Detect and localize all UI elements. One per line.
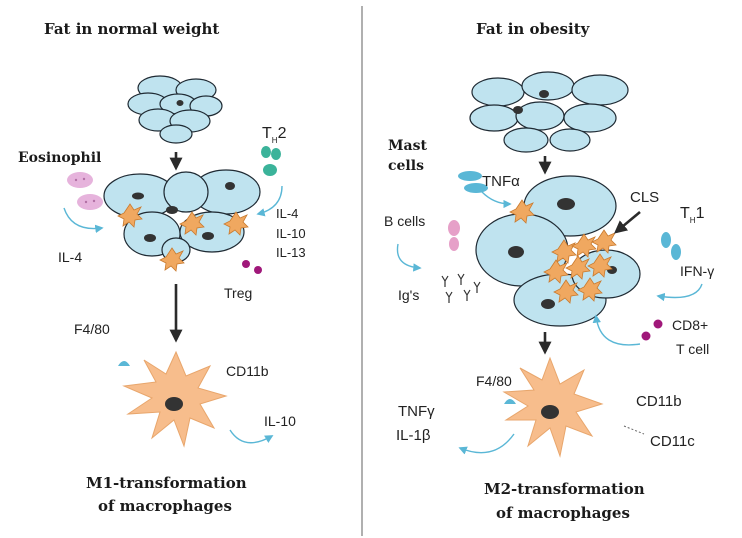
mast-label-line1: Mast (388, 138, 427, 154)
th1-cells (661, 232, 681, 260)
right-caption-line2: of macrophages (496, 504, 630, 522)
secretion-arrow-right (458, 433, 515, 455)
ifn-label: IFN-γ (680, 263, 714, 279)
right-caption-line1: M2-transformation (484, 480, 645, 498)
eosinophil-label: Eosinophil (18, 150, 101, 166)
cytokine-il4: IL-4 (276, 206, 298, 221)
f480-label-left: F4/80 (74, 321, 110, 337)
th2-label: TH2 (262, 125, 287, 145)
igs-label: Ig's (398, 287, 419, 303)
macrophage-nucleus-left (165, 397, 183, 411)
left-caption-line2: of macrophages (98, 497, 232, 515)
il10-arrow (229, 429, 274, 444)
il4-arrow-left (63, 207, 104, 234)
cd8-label-line1: CD8+ (672, 317, 708, 333)
il4-label: IL-4 (58, 249, 82, 265)
cd11b-label-left: CD11b (226, 363, 269, 379)
f480-receptor-right (504, 399, 516, 404)
adipocyte-cluster-small (127, 75, 223, 144)
treg-label: Treg (224, 285, 252, 301)
mast-label-line2: cells (388, 158, 424, 174)
antibody-glyphs (441, 273, 481, 303)
treg-cells (242, 260, 262, 274)
adipocyte-cluster-obese-top (469, 71, 629, 153)
cd11b-label-right: CD11b (636, 393, 682, 410)
right-panel-title: Fat in obesity (476, 20, 591, 38)
b-cells (448, 220, 460, 251)
cls-label: CLS (630, 189, 659, 206)
adipocyte-cluster-large-left (103, 169, 261, 263)
mast-cells (458, 171, 488, 193)
cytokine-il10: IL-10 (276, 226, 306, 241)
il10-out-label: IL-10 (264, 413, 296, 429)
f480-label-right: F4/80 (476, 373, 512, 389)
cytokine-il13: IL-13 (276, 245, 306, 260)
b-cells-label: B cells (384, 213, 425, 229)
th2-cells (261, 146, 281, 176)
th1-label: TH1 (680, 205, 705, 225)
f480-receptor-left (118, 361, 130, 366)
cd11c-pointer (623, 425, 645, 435)
resident-macrophages-left (117, 203, 249, 272)
tnfa-label: TNFα (482, 173, 520, 190)
cls-arrow (614, 211, 641, 234)
tnfa-arrow (481, 191, 512, 209)
b-cell-arrow (396, 243, 422, 272)
tnfg-label: TNFγ (398, 403, 435, 420)
crown-like-structure (509, 199, 617, 304)
cd11c-label: CD11c (650, 433, 695, 450)
cd8-cells (641, 319, 663, 341)
left-caption-line1: M1-transformation (86, 474, 247, 492)
eosinophil-cells (67, 172, 103, 210)
macrophage-nucleus-right (541, 405, 559, 419)
il1b-label: IL-1β (396, 427, 431, 444)
cd8-label-line2: T cell (676, 341, 709, 357)
cd8-arrow (592, 314, 641, 346)
left-panel-title: Fat in normal weight (44, 20, 219, 38)
ifn-arrow (656, 283, 703, 302)
cytokine-arrow-left (256, 185, 283, 217)
